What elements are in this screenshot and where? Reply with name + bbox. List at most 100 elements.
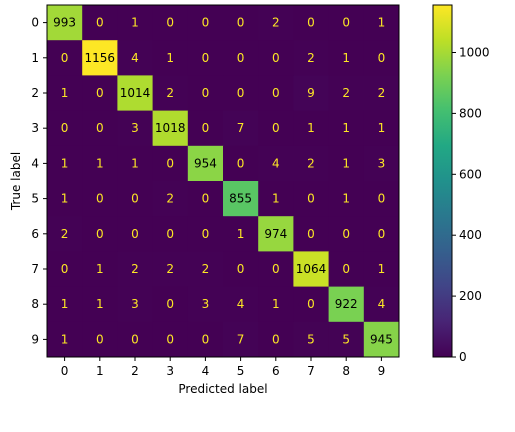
heatmap-cell	[187, 110, 224, 147]
cell-value-label: 2	[307, 156, 315, 170]
y-tick-label: 7	[31, 262, 39, 276]
cell-value-label: 922	[335, 297, 358, 311]
heatmap-cell	[152, 251, 189, 288]
cell-value-label: 0	[166, 16, 174, 30]
cell-value-label: 1	[61, 156, 69, 170]
colorbar-tick-label: 600	[459, 167, 482, 181]
heatmap-cell	[82, 40, 118, 76]
cell-value-label: 0	[61, 51, 69, 65]
heatmap-cell	[363, 321, 400, 358]
cell-value-label: 974	[264, 227, 287, 241]
heatmap-cell	[82, 216, 118, 252]
cell-value-label: 1	[342, 51, 350, 65]
cell-value-label: 0	[61, 262, 69, 276]
cell-value-label: 7	[237, 121, 245, 135]
cell-value-label: 945	[370, 332, 393, 346]
cell-value-label: 0	[202, 86, 210, 100]
cell-value-label: 993	[53, 16, 76, 30]
heatmap-cell	[363, 145, 400, 182]
cell-value-label: 2	[202, 262, 210, 276]
x-axis-ticks: 0 1 2 3 4 5 6 7 8 9	[61, 357, 385, 378]
cell-value-label: 1	[342, 156, 350, 170]
heatmap-cell	[187, 75, 224, 112]
heatmap-cell	[293, 75, 330, 112]
cell-value-label: 5	[307, 332, 315, 346]
heatmap-cell	[152, 75, 189, 112]
cell-value-label: 0	[307, 192, 315, 206]
heatmap-cell	[223, 251, 259, 288]
y-tick-label: 3	[31, 121, 39, 135]
heatmap-cell	[187, 181, 224, 217]
x-tick-label: 3	[166, 364, 174, 378]
heatmap-cell	[258, 145, 294, 182]
heatmap-cell	[152, 40, 189, 76]
heatmap-cell	[117, 321, 154, 358]
heatmap-cell	[47, 321, 83, 358]
y-tick-label: 5	[31, 192, 39, 206]
heatmap-cell	[117, 145, 154, 182]
heatmap-cell	[258, 251, 294, 288]
y-axis-ticks: 0 1 2 3 4 5 6 7 8 9	[31, 16, 47, 346]
cell-value-label: 2	[307, 51, 315, 65]
cell-value-label: 0	[272, 51, 280, 65]
cell-value-label: 0	[131, 192, 139, 206]
heatmap-cell	[293, 321, 330, 358]
heatmap-cell	[82, 75, 118, 112]
heatmap-cell	[223, 181, 259, 217]
heatmap-cell	[82, 145, 118, 182]
heatmap-cell	[258, 286, 294, 323]
cell-value-label: 0	[272, 262, 280, 276]
heatmap-cell	[328, 145, 365, 182]
x-tick-label: 9	[378, 364, 386, 378]
cell-value-label: 2	[342, 86, 350, 100]
heatmap-cell	[363, 110, 400, 147]
cell-value-label: 1014	[120, 86, 151, 100]
heatmap-cell	[152, 321, 189, 358]
heatmap-cell	[293, 110, 330, 147]
heatmap-cell	[187, 40, 224, 76]
cell-value-label: 0	[307, 16, 315, 30]
cell-value-label: 1	[272, 297, 280, 311]
cell-value-label: 0	[131, 227, 139, 241]
heatmap-cell	[328, 321, 365, 358]
cell-value-label: 7	[237, 332, 245, 346]
cell-value-label: 0	[96, 121, 104, 135]
cell-value-label: 2	[166, 86, 174, 100]
cell-value-label: 0	[307, 227, 315, 241]
heatmap-cell	[187, 5, 224, 41]
cell-value-label: 0	[342, 227, 350, 241]
heatmap-cell	[47, 216, 83, 252]
heatmap-cell	[117, 286, 154, 323]
heatmap-cell	[223, 321, 259, 358]
cell-value-label: 0	[307, 297, 315, 311]
cell-value-label: 0	[378, 227, 386, 241]
heatmap-cell	[117, 251, 154, 288]
cell-value-label: 0	[166, 332, 174, 346]
heatmap-cell	[187, 216, 224, 252]
cell-value-label: 0	[378, 51, 386, 65]
x-tick-label: 1	[96, 364, 104, 378]
heatmap-cell	[187, 321, 224, 358]
heatmap-cell	[47, 5, 83, 41]
cell-value-label: 2	[378, 86, 386, 100]
cell-value-label: 1	[96, 262, 104, 276]
cell-value-label: 2	[131, 262, 139, 276]
y-tick-label: 0	[31, 16, 39, 30]
cell-value-label: 0	[342, 16, 350, 30]
heatmap-cell	[223, 216, 259, 252]
y-tick-label: 8	[31, 297, 39, 311]
x-tick-label: 4	[202, 364, 210, 378]
y-tick-label: 6	[31, 227, 39, 241]
heatmap-cell	[223, 40, 259, 76]
heatmap-cell	[293, 145, 330, 182]
cell-value-label: 0	[272, 332, 280, 346]
x-tick-label: 8	[342, 364, 350, 378]
x-tick-label: 6	[272, 364, 280, 378]
cell-value-label: 1156	[85, 51, 116, 65]
colorbar-tick-label: 400	[459, 228, 482, 242]
heatmap-cell	[47, 75, 83, 112]
cell-value-label: 0	[61, 121, 69, 135]
cell-value-label: 1018	[155, 121, 186, 135]
heatmap-cell	[82, 181, 118, 217]
